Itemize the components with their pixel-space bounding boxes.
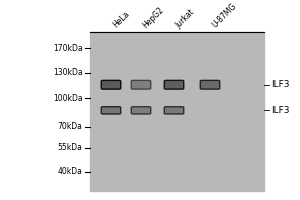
- Text: 130kDa: 130kDa: [53, 68, 82, 77]
- FancyBboxPatch shape: [131, 80, 151, 89]
- FancyBboxPatch shape: [101, 80, 121, 89]
- Text: 40kDa: 40kDa: [58, 167, 82, 176]
- Text: HepG2: HepG2: [141, 5, 166, 30]
- FancyBboxPatch shape: [164, 107, 184, 114]
- Text: 100kDa: 100kDa: [53, 94, 82, 103]
- FancyBboxPatch shape: [200, 80, 220, 89]
- Bar: [90, 32, 264, 191]
- Text: 170kDa: 170kDa: [53, 44, 82, 53]
- Text: Jurkat: Jurkat: [174, 8, 197, 30]
- Text: U-87MG: U-87MG: [210, 2, 238, 30]
- FancyBboxPatch shape: [164, 80, 184, 89]
- Text: 55kDa: 55kDa: [58, 143, 82, 152]
- Text: ILF3: ILF3: [272, 80, 290, 89]
- FancyBboxPatch shape: [131, 107, 151, 114]
- Text: 70kDa: 70kDa: [58, 122, 82, 131]
- FancyBboxPatch shape: [101, 107, 121, 114]
- Text: ILF3: ILF3: [272, 106, 290, 115]
- Text: HeLa: HeLa: [111, 10, 131, 30]
